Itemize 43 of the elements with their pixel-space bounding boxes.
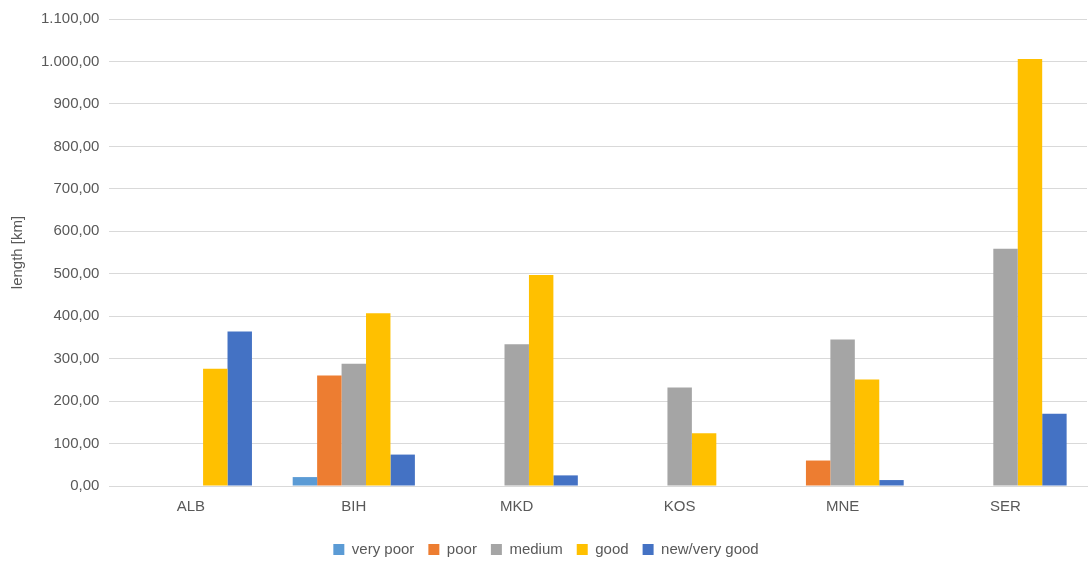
y-tick-label: 1.100,00 (41, 9, 100, 27)
y-tick-label: 1.000,00 (41, 51, 100, 69)
bar (830, 339, 855, 486)
bar (292, 477, 318, 486)
bar (317, 375, 342, 486)
bar (553, 475, 578, 486)
bar (504, 344, 529, 486)
x-tick-label: MKD (500, 497, 534, 515)
bar (879, 480, 904, 486)
y-tick-label: 700,00 (53, 178, 100, 196)
bar (691, 433, 717, 486)
legend-label: new/very good (661, 539, 759, 557)
y-tick-label: 400,00 (53, 306, 100, 324)
bar (528, 275, 554, 486)
bar (366, 313, 391, 486)
y-axis-title: length [km] (8, 215, 26, 290)
x-tick-label: BIH (341, 497, 367, 515)
y-tick-label: 200,00 (53, 391, 100, 409)
bar (805, 460, 831, 486)
x-tick-label: KOS (663, 497, 696, 515)
y-tick-label: 100,00 (53, 433, 100, 451)
y-tick-label: 900,00 (53, 94, 100, 112)
y-tick-label: 600,00 (53, 221, 100, 239)
bar (203, 368, 228, 486)
x-tick-label: MNE (825, 497, 860, 515)
bar (667, 387, 692, 486)
bar (1042, 413, 1067, 486)
y-tick-label: 800,00 (53, 136, 100, 154)
y-tick-label: 0,00 (70, 476, 100, 494)
x-tick-label: SER (990, 497, 1022, 515)
bar (993, 248, 1018, 486)
bar (227, 331, 252, 486)
y-tick-label: 300,00 (53, 348, 100, 366)
bar (390, 454, 415, 486)
bar (341, 363, 367, 486)
bar (1017, 58, 1043, 486)
legend-label: medium (509, 539, 563, 557)
legend-label: very poor (351, 539, 415, 557)
legend-label: good (595, 539, 629, 557)
legend-label: poor (446, 539, 477, 557)
y-tick-label: 500,00 (53, 263, 100, 281)
x-tick-label: ALB (176, 497, 206, 515)
bar (854, 379, 880, 486)
